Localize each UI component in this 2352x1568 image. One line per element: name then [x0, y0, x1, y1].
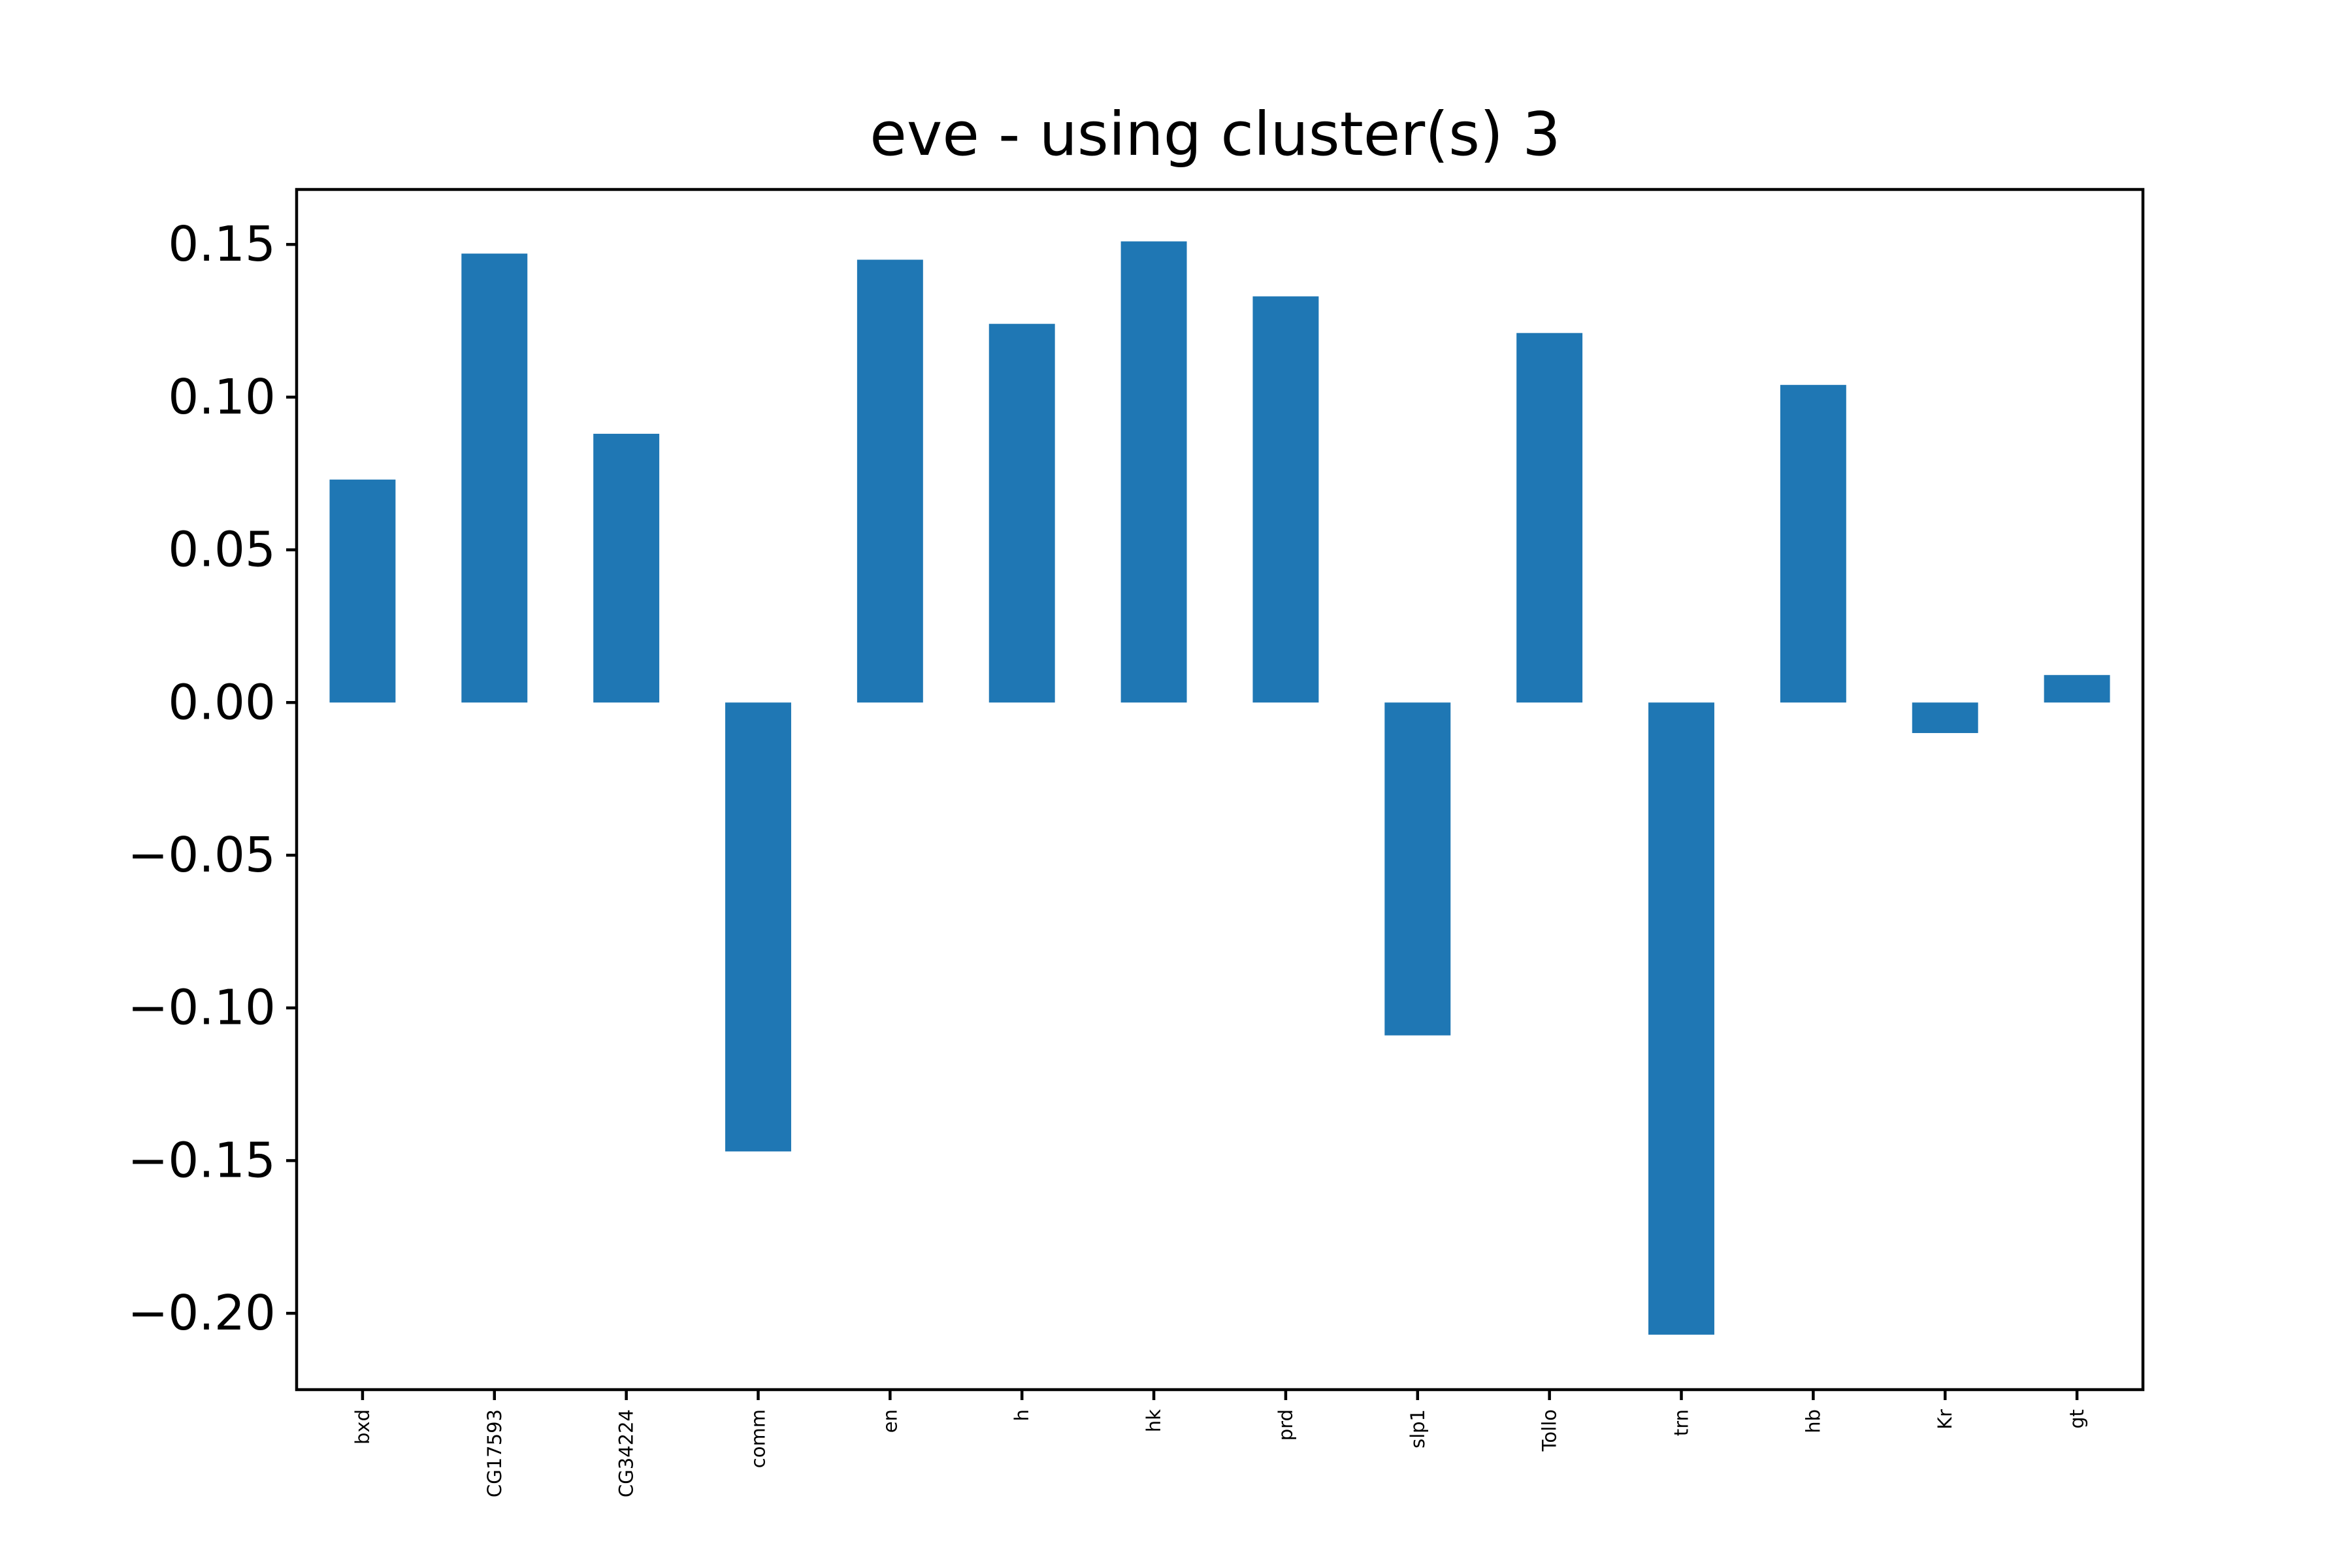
bar-slp1 [1384, 702, 1451, 1036]
x-tick-label-bxd: bxd [351, 1409, 374, 1445]
x-tick-label-h: h [1011, 1409, 1033, 1421]
bar-bxd [329, 480, 396, 703]
x-tick-label-slp1: slp1 [1407, 1409, 1429, 1448]
bars-group [329, 241, 2110, 1335]
bar-comm [725, 702, 791, 1152]
x-tick-label-trn: trn [1671, 1409, 1693, 1436]
x-tick-label-en: en [879, 1409, 901, 1433]
bar-tollo [1516, 333, 1583, 703]
y-tick-label: 0.00 [168, 674, 276, 730]
y-tick-label: 0.15 [168, 216, 276, 272]
bar-cg17593 [461, 253, 528, 703]
x-tick-label-cg17593: CG17593 [483, 1409, 506, 1497]
x-tick-label-hk: hk [1143, 1409, 1165, 1432]
x-tick-label-cg34224: CG34224 [615, 1409, 638, 1497]
y-tick-label: −0.10 [127, 980, 276, 1036]
bar-h [988, 323, 1055, 703]
bar-hk [1120, 241, 1187, 703]
bar-cg34224 [593, 433, 660, 703]
chart-title: eve - using cluster(s) 3 [870, 99, 1560, 169]
y-tick-label: 0.10 [168, 369, 276, 425]
bar-en [857, 259, 923, 703]
y-tick-label: −0.05 [127, 827, 276, 883]
y-tick-label: 0.05 [168, 522, 276, 578]
x-tick-label-tollo: Tollo [1539, 1409, 1561, 1452]
x-axis: bxd CG17593 CG34224 comm en h hk prd slp1 Tollo tr… [351, 1390, 2088, 1497]
x-tick-label-kr: Kr [1934, 1409, 1956, 1429]
bar-trn [1648, 702, 1714, 1335]
x-tick-label-comm: comm [747, 1409, 770, 1468]
bar-kr [1912, 702, 1978, 734]
bar-gt [2044, 675, 2110, 703]
y-tick-label: −0.15 [127, 1132, 276, 1188]
bar-hb [1780, 385, 1846, 703]
plot-frame [295, 188, 2145, 1392]
x-tick-label-prd: prd [1275, 1409, 1297, 1441]
y-axis: 0.15 0.10 0.05 0.00 −0.05 −0.10 −0.15 −0.20 [127, 216, 297, 1341]
bar-prd [1252, 296, 1319, 703]
x-tick-label-gt: gt [2066, 1409, 2088, 1429]
y-tick-label: −0.20 [127, 1285, 276, 1341]
x-tick-label-hb: hb [1802, 1409, 1824, 1433]
